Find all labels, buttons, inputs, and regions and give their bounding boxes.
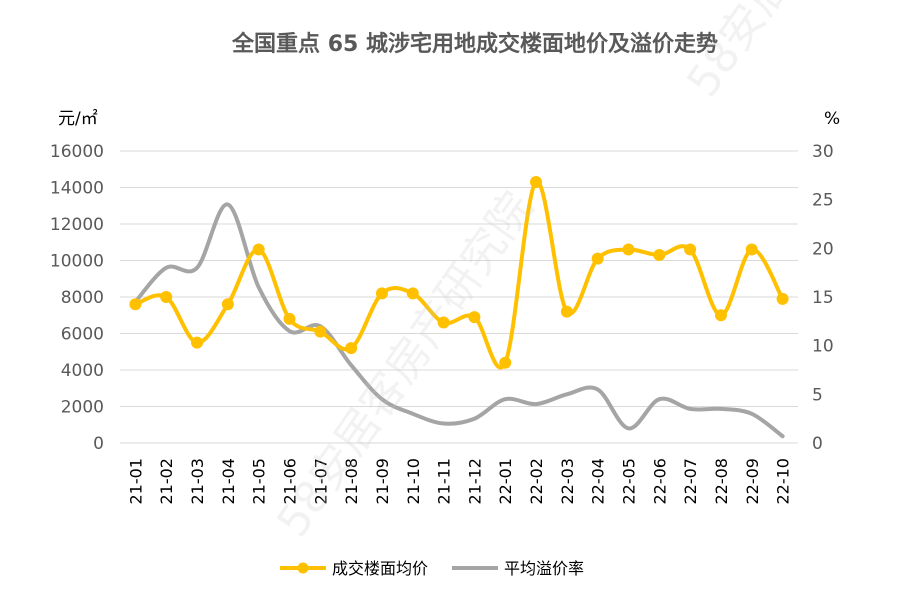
avg-floor-price-point: [745, 243, 758, 256]
x-tick-label: 21-09: [373, 458, 392, 505]
avg-floor-price-point: [314, 325, 327, 338]
gridlines: [120, 150, 798, 444]
avg-floor-price-point: [129, 298, 142, 311]
avg-floor-price-point: [191, 336, 204, 349]
y-right-axis: 0 5 10 15 20 25 30: [812, 142, 834, 454]
legend-marker-avg-floor-price: [297, 562, 309, 574]
x-tick-label: 21-02: [157, 458, 176, 505]
x-tick-label: 21-10: [404, 458, 423, 505]
x-tick-label: 22-08: [712, 458, 731, 505]
avg-floor-price-point: [406, 287, 419, 300]
avg-floor-price-point: [714, 309, 727, 322]
series-layer: [129, 176, 789, 439]
y-right-unit-label: %: [824, 109, 840, 129]
x-tick-label: 22-07: [681, 458, 700, 505]
x-tick-label: 21-11: [435, 458, 454, 505]
avg-floor-price-point: [221, 298, 234, 311]
premium-rate-line: [133, 202, 785, 439]
y-left-unit-label: 元/㎡: [58, 109, 98, 129]
x-tick-label: 22-01: [496, 458, 515, 505]
y-left-tick-label: 12000: [50, 215, 104, 235]
y-left-tick-label: 16000: [50, 142, 104, 162]
x-tick-label: 21-08: [342, 458, 361, 505]
avg-floor-price-point: [653, 249, 666, 262]
x-tick-label: 22-10: [774, 458, 793, 505]
x-tick-label: 22-09: [743, 458, 762, 505]
x-axis: 21-01 21-02 21-03 21-04 21-05 21-06 21-07 21-08…: [126, 458, 792, 505]
y-left-tick-label: 10000: [50, 252, 104, 272]
x-tick-label: 22-02: [527, 458, 546, 505]
avg-floor-price-point: [776, 292, 789, 305]
x-tick-label: 21-03: [188, 458, 207, 505]
y-left-tick-label: 8000: [61, 288, 104, 308]
avg-floor-price-point: [560, 305, 573, 318]
chart-title: 全国重点 65 城涉宅用地成交楼面地价及溢价走势: [231, 31, 718, 57]
legend-label-avg-floor-price: 成交楼面均价: [332, 559, 428, 578]
y-left-tick-label: 0: [93, 434, 104, 454]
avg-floor-price-point: [252, 243, 265, 256]
avg-floor-price-point: [160, 291, 173, 303]
y-right-tick-label: 20: [812, 239, 834, 259]
x-tick-label: 21-06: [281, 458, 300, 505]
y-left-tick-label: 2000: [61, 398, 104, 418]
avg-floor-price-point: [345, 342, 358, 355]
x-tick-label: 22-05: [620, 458, 639, 505]
avg-floor-price-point: [468, 311, 481, 324]
y-left-axis: 0 2000 4000 6000 8000 10000 12000 14000 16000: [50, 142, 104, 454]
x-tick-label: 21-12: [465, 458, 484, 505]
y-right-tick-label: 30: [812, 142, 834, 162]
avg-floor-price-point: [283, 312, 296, 325]
x-tick-label: 22-03: [558, 458, 577, 505]
x-tick-label: 22-06: [650, 458, 669, 505]
y-right-tick-label: 10: [812, 337, 834, 357]
y-right-tick-label: 25: [812, 191, 834, 211]
y-left-tick-label: 4000: [61, 361, 104, 381]
avg-floor-price-point: [375, 287, 388, 300]
x-tick-label: 21-04: [219, 458, 238, 505]
avg-floor-price-point: [684, 243, 697, 256]
y-right-tick-label: 15: [812, 288, 834, 308]
x-tick-label: 22-04: [589, 458, 608, 505]
x-tick-label: 21-07: [311, 458, 330, 505]
x-tick-label: 21-01: [126, 458, 145, 505]
x-tick-label: 21-05: [250, 458, 269, 505]
avg-floor-price-point: [437, 316, 450, 329]
y-right-tick-label: 0: [812, 434, 823, 454]
avg-floor-price-point: [499, 356, 512, 369]
legend: 成交楼面均价 平均溢价率: [280, 559, 584, 578]
y-left-tick-label: 14000: [50, 179, 104, 199]
avg-floor-price-point: [591, 252, 604, 265]
y-right-tick-label: 5: [812, 385, 823, 405]
avg-floor-price-point: [530, 176, 543, 189]
y-left-tick-label: 6000: [61, 325, 104, 345]
legend-label-premium-rate: 平均溢价率: [504, 559, 584, 578]
avg-floor-price-point: [622, 243, 635, 256]
